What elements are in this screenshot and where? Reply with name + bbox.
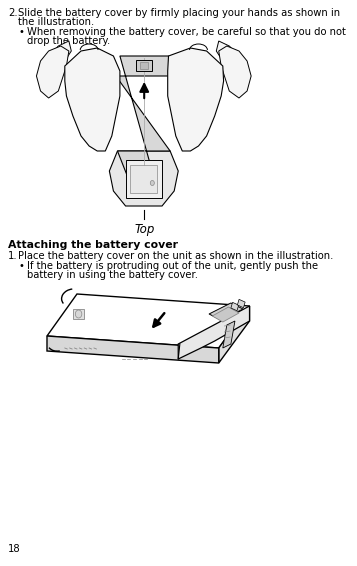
Bar bbox=[126, 160, 162, 198]
Polygon shape bbox=[212, 307, 239, 322]
Polygon shape bbox=[116, 56, 172, 186]
Text: 2.: 2. bbox=[8, 8, 18, 18]
Circle shape bbox=[75, 310, 82, 318]
Polygon shape bbox=[219, 46, 251, 98]
Polygon shape bbox=[47, 294, 250, 348]
Polygon shape bbox=[168, 48, 223, 151]
Polygon shape bbox=[178, 306, 250, 359]
Polygon shape bbox=[209, 303, 243, 320]
Text: Place the battery cover on the unit as shown in the illustration.: Place the battery cover on the unit as s… bbox=[18, 251, 333, 261]
Circle shape bbox=[150, 181, 154, 186]
Text: Slide the battery cover by firmly placing your hands as shown in: Slide the battery cover by firmly placin… bbox=[18, 8, 340, 18]
Polygon shape bbox=[36, 46, 69, 98]
Text: drop the battery.: drop the battery. bbox=[27, 36, 110, 46]
Bar bbox=[231, 302, 238, 311]
Polygon shape bbox=[45, 41, 71, 76]
Text: When removing the battery cover, be careful so that you do not: When removing the battery cover, be care… bbox=[27, 27, 346, 37]
Text: 18: 18 bbox=[8, 544, 21, 554]
Text: •: • bbox=[19, 27, 25, 37]
Bar bbox=[140, 62, 148, 69]
Text: battery in using the battery cover.: battery in using the battery cover. bbox=[27, 270, 198, 280]
Bar bbox=[237, 299, 245, 308]
Polygon shape bbox=[219, 306, 250, 363]
Polygon shape bbox=[223, 321, 235, 348]
Text: the illustration.: the illustration. bbox=[18, 17, 94, 27]
Polygon shape bbox=[109, 151, 178, 206]
Polygon shape bbox=[216, 41, 243, 76]
Bar bbox=[130, 165, 157, 193]
Text: Attaching the battery cover: Attaching the battery cover bbox=[8, 240, 178, 250]
Text: 1.: 1. bbox=[8, 251, 18, 261]
Bar bbox=[73, 309, 84, 319]
Text: •: • bbox=[19, 261, 25, 271]
Polygon shape bbox=[47, 336, 219, 363]
Polygon shape bbox=[65, 48, 120, 151]
Text: If the battery is protruding out of the unit, gently push the: If the battery is protruding out of the … bbox=[27, 261, 318, 271]
Text: Top: Top bbox=[134, 223, 154, 236]
Bar bbox=[136, 60, 152, 71]
